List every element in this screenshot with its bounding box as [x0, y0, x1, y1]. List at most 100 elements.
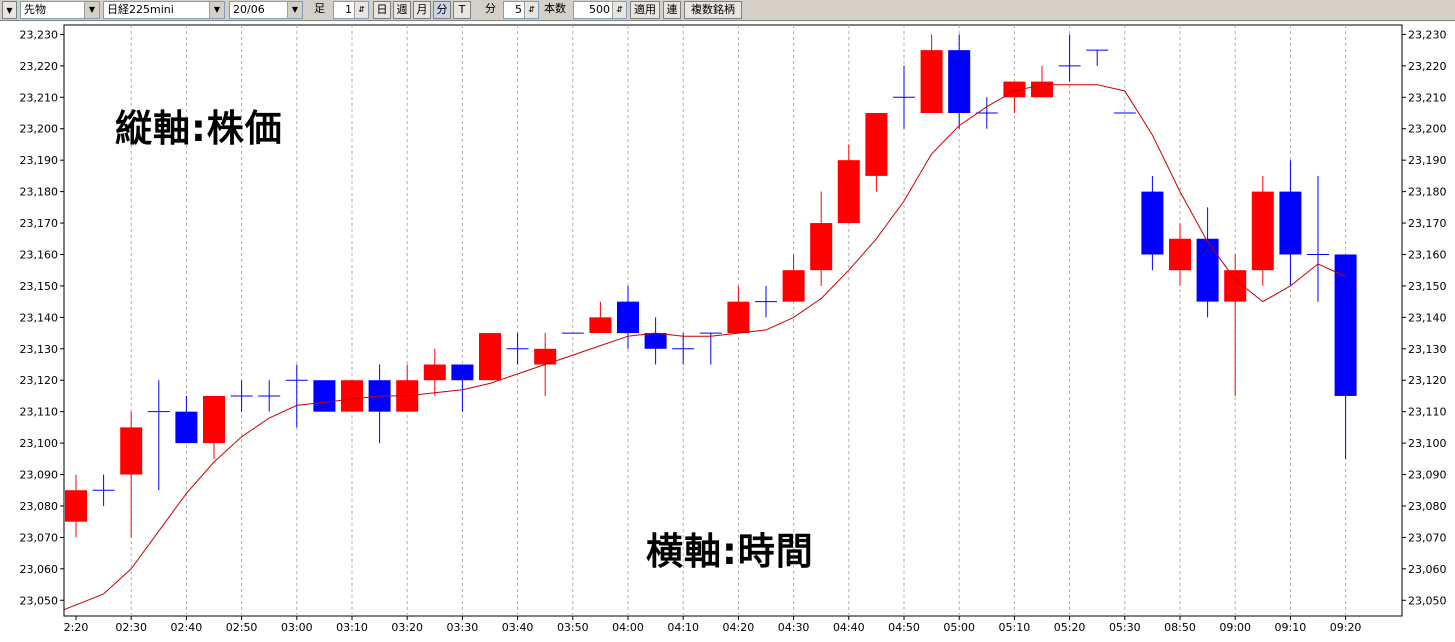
day-button[interactable]: 日 [373, 1, 391, 19]
x-tick-label: 04:50 [888, 621, 920, 634]
candle-down [644, 317, 667, 365]
y-tick-label-left: 23,170 [20, 217, 59, 230]
y-tick-label-right: 23,140 [1408, 311, 1447, 324]
y-tick-label-left: 23,140 [20, 311, 59, 324]
candle-body [727, 301, 750, 334]
candle-body [1031, 81, 1053, 98]
x-tick-label: 03:30 [447, 621, 479, 634]
y-tick-label-right: 23,130 [1408, 343, 1447, 356]
candle-body [920, 50, 943, 114]
candle-up [589, 301, 612, 334]
x-tick-label: 05:30 [1109, 621, 1141, 634]
candle-doji [893, 65, 915, 129]
candle-doji [672, 333, 695, 365]
y-tick-label-right: 23,090 [1408, 469, 1447, 482]
candle-doji [92, 474, 115, 506]
x-tick-label: 02:50 [226, 621, 258, 634]
symbol-select[interactable]: 日経225mini ▼ [103, 1, 225, 19]
candle-doji [1086, 49, 1109, 66]
symbol-select-value: 日経225mini [107, 3, 174, 16]
y-tick-label-left: 23,190 [20, 154, 59, 167]
candle-down [451, 364, 474, 412]
y-axis-left: 23,050 23,060 23,070 23,080 23,090 23,100 23,1… [20, 28, 64, 607]
chevron-down-icon: ▼ [287, 2, 302, 18]
minute-input[interactable]: 5 ⇵ [503, 1, 539, 19]
toolbar: ▼ 先物 ▼ 日経225mini ▼ 20/06 ▼ 足 1 ⇵ 日 週 月 分… [0, 0, 1455, 21]
x-tick-label: 08:50 [1164, 621, 1196, 634]
x-tick-label: 09:20 [1330, 621, 1362, 634]
candle-body [644, 333, 667, 349]
ashi-label: 足 [314, 2, 325, 15]
candle-up [479, 333, 501, 381]
x-tick-label: 03:10 [336, 621, 368, 634]
multi-symbol-button[interactable]: 複数銘柄 [684, 1, 742, 19]
y-tick-label-right: 23,180 [1408, 186, 1447, 199]
y-tick-label-left: 23,210 [20, 91, 59, 104]
week-button[interactable]: 週 [393, 1, 411, 19]
candle-up [810, 191, 833, 286]
y-tick-label-right: 23,050 [1408, 594, 1447, 607]
chevron-down-icon: ▼ [209, 2, 224, 18]
candle-body [534, 348, 557, 365]
x-axis: 2:20 02:30 02:40 02:50 03:00 03:10 03:20 03:30 0… [64, 616, 1362, 634]
candle-doji [1307, 175, 1329, 302]
y-tick-label-left: 23,160 [20, 248, 59, 261]
x-tick-label: 02:30 [115, 621, 147, 634]
candle-body [1279, 191, 1302, 255]
y-tick-label-right: 23,120 [1408, 374, 1447, 387]
candle-doji [258, 380, 281, 412]
candle-up [423, 348, 446, 396]
tick-button[interactable]: T [453, 1, 471, 19]
y-tick-label-right: 23,160 [1408, 248, 1447, 261]
spinner-icon[interactable]: ⇵ [354, 2, 368, 18]
candle-up [782, 254, 805, 302]
x-tick-label: 04:30 [778, 621, 810, 634]
candle-body [423, 364, 446, 381]
y-tick-label-right: 23,200 [1408, 123, 1447, 136]
minute-button[interactable]: 分 [433, 1, 451, 19]
moving-average-line [63, 84, 1346, 611]
month-button[interactable]: 月 [413, 1, 431, 19]
menu-button[interactable]: ▼ [2, 1, 17, 19]
link-button[interactable]: 連 [663, 1, 681, 19]
y-tick-label-right: 23,060 [1408, 563, 1447, 576]
apply-button[interactable]: 適用 [630, 1, 660, 19]
candle-down [1279, 160, 1302, 286]
chevron-down-icon: ▼ [84, 2, 99, 18]
candle-up [203, 395, 225, 459]
x-tick-label: 04:10 [667, 621, 699, 634]
count-input[interactable]: 500 ⇵ [573, 1, 627, 19]
x-tick-label: 02:40 [171, 621, 203, 634]
spinner-icon[interactable]: ⇵ [612, 2, 626, 18]
count-label: 本数 [544, 2, 566, 15]
candle-down [948, 34, 971, 129]
candle-body [1141, 191, 1164, 255]
candle-up [1251, 175, 1274, 286]
y-tick-label-left: 23,100 [20, 437, 59, 450]
x-tick-label: 05:20 [1054, 621, 1086, 634]
ashi-input[interactable]: 1 ⇵ [333, 1, 369, 19]
x-tick-label: 03:20 [391, 621, 423, 634]
y-tick-label-right: 23,230 [1408, 28, 1447, 41]
candle-body [617, 301, 639, 334]
y-tick-label-right: 23,190 [1408, 154, 1447, 167]
y-tick-label-left: 23,230 [20, 28, 59, 41]
y-tick-label-left: 23,200 [20, 123, 59, 136]
candle-body [341, 380, 363, 412]
candle-body [313, 380, 336, 412]
y-tick-label-left: 23,060 [20, 563, 59, 576]
spinner-icon[interactable]: ⇵ [524, 2, 538, 18]
candle-body [479, 333, 501, 381]
x-tick-label: 04:20 [723, 621, 755, 634]
candle-up [1169, 223, 1191, 286]
candle-doji [506, 333, 529, 365]
candle-down [1141, 175, 1164, 271]
contract-select[interactable]: 20/06 ▼ [229, 1, 303, 19]
candle-up [1003, 81, 1026, 114]
x-tick-label: 04:40 [833, 621, 865, 634]
market-select[interactable]: 先物 ▼ [20, 1, 100, 19]
candle-doji [1058, 34, 1081, 82]
y-tick-label-right: 23,210 [1408, 91, 1447, 104]
x-tick-label: 09:00 [1219, 621, 1251, 634]
y-tick-label-left: 23,220 [20, 60, 59, 73]
